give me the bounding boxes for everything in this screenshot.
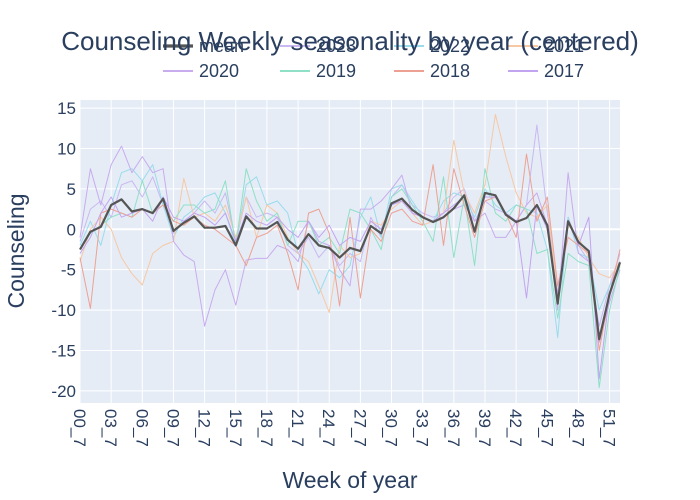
- x-tick-label: 18_7: [257, 409, 276, 447]
- x-tick-labels: 00_7 03_7 06_7 09_7 12_7 15_7 18_7 21_7 24_7 27_7…: [70, 409, 619, 447]
- y-axis-title: Counseling: [3, 193, 29, 308]
- y-tick-label: 5: [67, 180, 76, 199]
- x-tick-label: 36_7: [444, 409, 463, 447]
- grid-lines: [79, 100, 620, 403]
- x-tick-label: 51_7: [600, 409, 619, 447]
- plot-area-background: [80, 100, 620, 403]
- y-tick-label: 15: [57, 99, 76, 118]
- x-tick-label: 15_7: [226, 409, 245, 447]
- x-tick-label: 42_7: [506, 409, 525, 447]
- series-line-2018: [79, 153, 621, 351]
- y-tick-label: -20: [51, 382, 76, 401]
- x-tick-label: 30_7: [382, 409, 401, 447]
- x-tick-label: 09_7: [163, 409, 182, 447]
- x-tick-label: 21_7: [288, 409, 307, 447]
- legend-label-2019: 2019: [316, 61, 356, 81]
- x-tick-label: 03_7: [101, 409, 120, 447]
- y-tick-label: -5: [61, 261, 76, 280]
- chart-title: Counseling Weekly seasonality by year (c…: [61, 26, 639, 56]
- legend-label-2020: 2020: [199, 61, 239, 81]
- legend-label-2022: 2022: [430, 36, 470, 56]
- x-tick-label: 48_7: [568, 409, 587, 447]
- legend-label-2017: 2017: [544, 61, 584, 81]
- x-tick-label: 12_7: [195, 409, 214, 447]
- x-axis-title: Week of year: [282, 467, 417, 493]
- x-tick-label: 24_7: [319, 409, 338, 447]
- series-line-2022: [79, 164, 621, 339]
- x-tick-label: 27_7: [350, 409, 369, 447]
- x-tick-label: 00_7: [70, 409, 89, 447]
- y-tick-label: -10: [51, 301, 76, 320]
- x-tick-label: 39_7: [475, 409, 494, 447]
- y-tick-labels: 15 10 5 0 -5 -10 -15 -20: [51, 99, 76, 401]
- legend-label-2023: 2023: [316, 36, 356, 56]
- legend-label-2018: 2018: [430, 61, 470, 81]
- x-tick-label: 45_7: [537, 409, 556, 447]
- series-lines: [79, 114, 622, 389]
- series-line-2017: [79, 196, 621, 380]
- legend-label-2021: 2021: [544, 36, 584, 56]
- y-tick-label: 0: [67, 220, 76, 239]
- legend: mean 2023 2022 2021 2020 2019 2018 2017: [163, 36, 584, 81]
- legend-label-mean: mean: [199, 36, 244, 56]
- x-tick-label: 06_7: [132, 409, 151, 447]
- y-tick-label: -15: [51, 341, 76, 360]
- x-tick-label: 33_7: [413, 409, 432, 447]
- series-line-mean: [79, 191, 622, 341]
- y-tick-label: 10: [57, 139, 76, 158]
